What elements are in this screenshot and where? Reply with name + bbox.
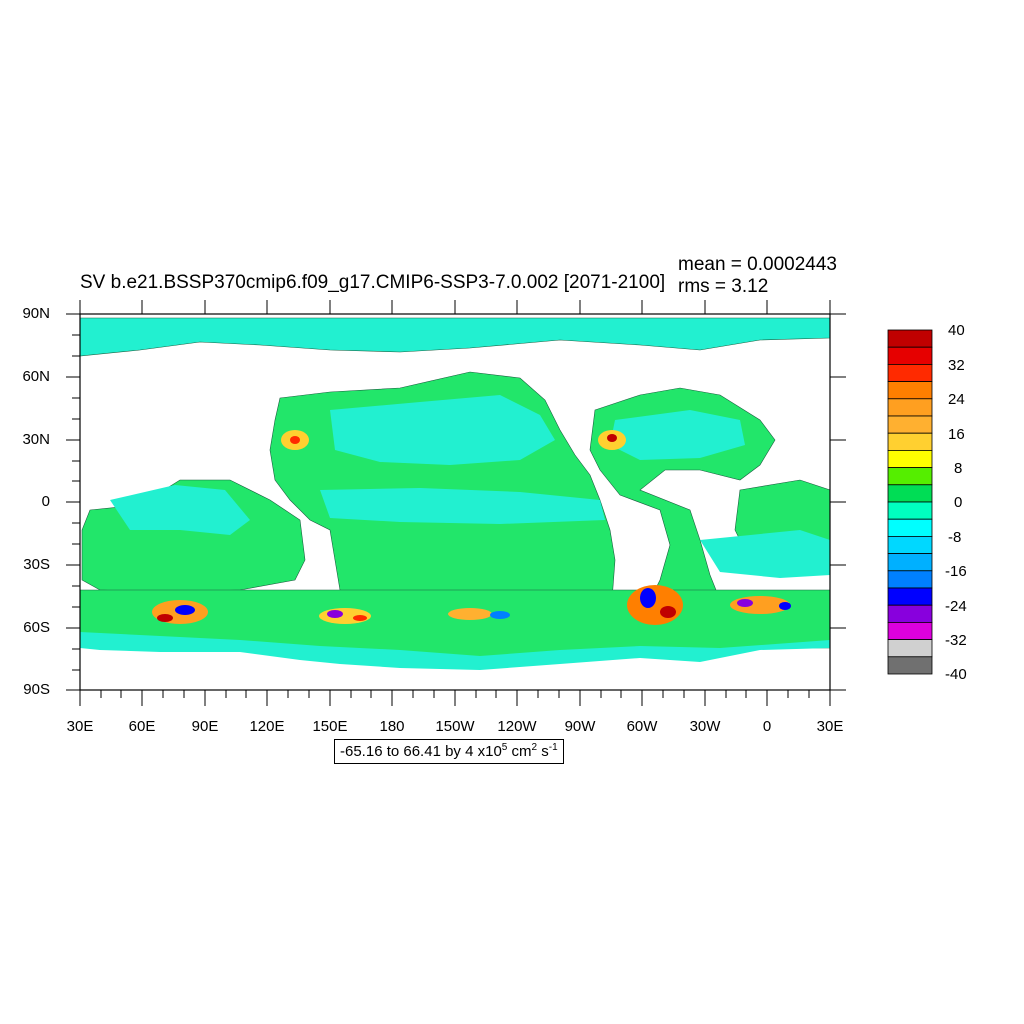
x-tick-label: 90W — [564, 718, 596, 735]
y-tick-label: 60N — [22, 368, 50, 385]
colorbar-label: -16 — [945, 563, 967, 580]
colorbar-swatch — [887, 432, 933, 451]
colorbar-label: 8 — [954, 460, 963, 477]
colorbar-label: 16 — [948, 426, 965, 443]
plot-title: SV b.e21.BSSP370cmip6.f09_g17.CMIP6-SSP3… — [80, 272, 666, 293]
range-unit1: cm — [507, 743, 532, 760]
contour-range-note: -65.16 to 66.41 by 4 x105 cm2 s-1 — [334, 739, 564, 764]
southern-ocean-edge — [80, 632, 830, 670]
x-tick-label: 60W — [626, 718, 658, 735]
x-tick-label: 120W — [497, 718, 537, 735]
x-tick-label: 180 — [379, 718, 405, 735]
x-tick-label: 150W — [435, 718, 475, 735]
colorbar-swatch — [887, 381, 933, 400]
eddy-features — [152, 430, 791, 625]
eddy-pacific-sector — [448, 608, 492, 620]
range-text: -65.16 to 66.41 by 4 x10 — [340, 743, 502, 760]
colorbar-swatch — [887, 639, 933, 658]
arctic-ocean — [79, 317, 831, 357]
colorbar-swatch — [887, 484, 933, 503]
colorbar-swatch — [887, 570, 933, 589]
x-tick-label: 30E — [66, 718, 94, 735]
atlantic-north-gyre — [610, 410, 745, 460]
pacific-north-gyre — [330, 395, 555, 465]
x-tick-label: 150E — [312, 718, 348, 735]
atlantic-south-gyre — [700, 530, 830, 578]
range-exp2: 2 — [531, 742, 538, 753]
colorbar-label: -32 — [945, 632, 967, 649]
colorbar-swatch — [887, 587, 933, 606]
y-tick-label: 90N — [22, 305, 50, 322]
colorbar — [887, 329, 933, 675]
colorbar-label: 40 — [948, 322, 965, 339]
x-tick-label: 90E — [191, 718, 219, 735]
x-tick-label: 30E — [816, 718, 844, 735]
pacific-equatorial — [320, 488, 605, 524]
colorbar-swatch — [887, 346, 933, 365]
mean-stat: mean = 0.0002443 — [678, 254, 837, 275]
colorbar-swatch — [887, 604, 933, 623]
x-tick-label: 30W — [689, 718, 721, 735]
colorbar-swatch — [887, 518, 933, 537]
y-tick-label: 90S — [23, 681, 50, 698]
colorbar-label: 0 — [954, 494, 963, 511]
x-tick-marks — [79, 300, 831, 706]
colorbar-label: -8 — [948, 529, 962, 546]
x-tick-label: 0 — [762, 718, 772, 735]
colorbar-swatch — [887, 501, 933, 520]
colorbar-swatch — [887, 398, 933, 417]
colorbar-label: -24 — [945, 598, 967, 615]
y-tick-marks — [66, 313, 846, 691]
rms-stat: rms = 3.12 — [678, 276, 769, 297]
colorbar-swatch — [887, 656, 933, 675]
colorbar-swatch — [887, 449, 933, 468]
colorbar-swatch — [887, 536, 933, 555]
colorbar-swatch — [887, 622, 933, 641]
colorbar-swatch — [887, 363, 933, 382]
colorbar-label: 32 — [948, 357, 965, 374]
x-tick-label: 60E — [128, 718, 156, 735]
y-tick-label: 60S — [23, 619, 50, 636]
indian-north — [110, 485, 250, 535]
colorbar-label: -40 — [945, 666, 967, 683]
y-tick-label: 30S — [23, 556, 50, 573]
y-tick-label: 30N — [22, 431, 50, 448]
x-tick-label: 120E — [249, 718, 285, 735]
range-exp3: -1 — [548, 742, 558, 753]
colorbar-swatch — [887, 415, 933, 434]
colorbar-swatch — [887, 329, 933, 348]
eddy-drake — [627, 585, 683, 625]
colorbar-label: 24 — [948, 391, 965, 408]
colorbar-swatch — [887, 553, 933, 572]
y-tick-label: 0 — [41, 493, 50, 510]
range-exp: 5 — [501, 742, 508, 753]
colorbar-swatch — [887, 467, 933, 486]
range-unit2: s — [537, 743, 549, 760]
